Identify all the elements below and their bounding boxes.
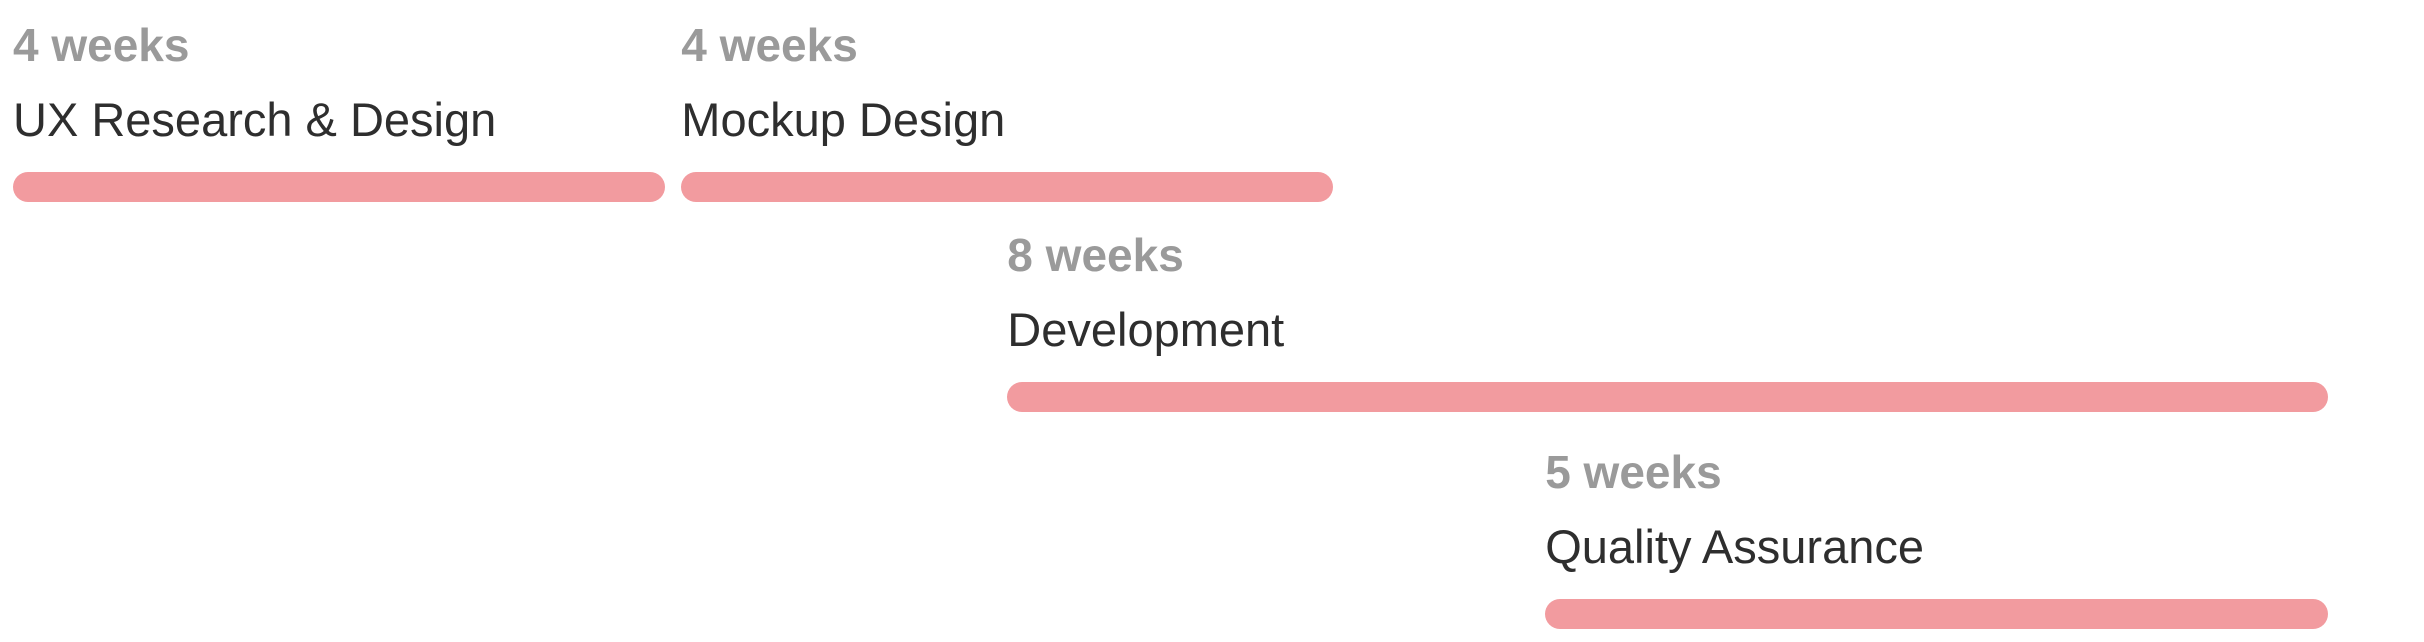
task-duration-label: 5 weeks [1545, 446, 1722, 498]
task-duration-label: 8 weeks [1007, 229, 1184, 281]
task-group: 5 weeks Quality Assurance [1545, 435, 2328, 635]
task-group: 8 weeks Development [1007, 218, 2328, 418]
task-duration-bar [1007, 382, 2328, 412]
task-name-label: Quality Assurance [1545, 520, 1924, 573]
task-duration-bar [681, 172, 1334, 202]
task-duration-label: 4 weeks [13, 19, 190, 71]
task-name-label: Mockup Design [681, 93, 1006, 146]
task-group: 4 weeks UX Research & Design [13, 8, 665, 208]
task-duration-bar [1545, 599, 2328, 629]
task-duration-label: 4 weeks [681, 19, 858, 71]
task-name-label: Development [1007, 303, 1285, 356]
task-name-label: UX Research & Design [13, 93, 497, 146]
task-duration-bar [13, 172, 665, 202]
task-group: 4 weeks Mockup Design [681, 8, 1334, 208]
